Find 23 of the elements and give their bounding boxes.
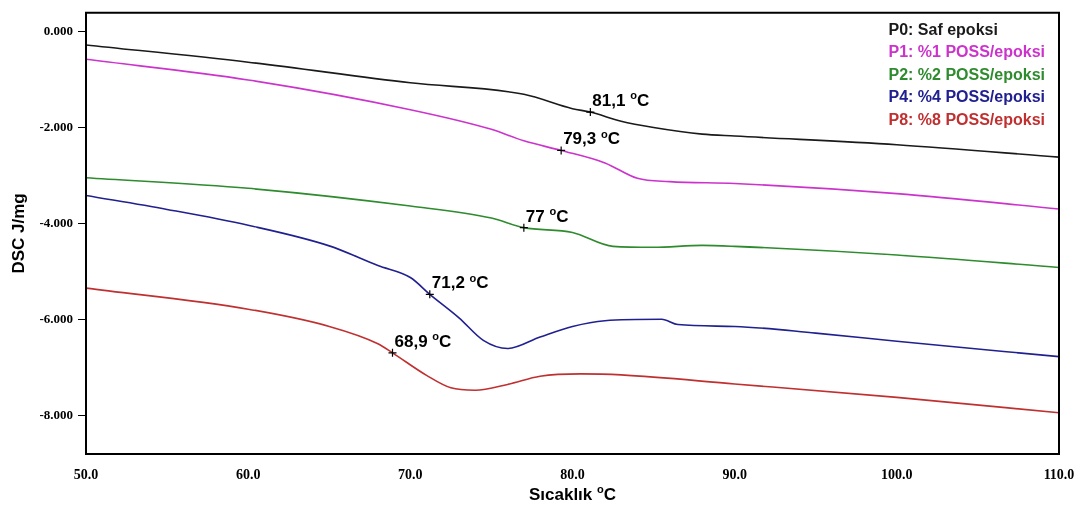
x-tick-label: 60.0 — [235, 467, 261, 483]
x-tick-label: 110.0 — [1043, 467, 1075, 483]
text: P0: Saf epoksi — [888, 20, 998, 38]
y-tick-label: -2.000 — [39, 119, 73, 135]
x-tick-label: 80.0 — [560, 467, 585, 483]
line-series — [86, 176, 1059, 269]
text: P2: %2 POSS/epoksi — [888, 65, 1046, 83]
text: P8: %8 POSS/epoksi — [888, 110, 1046, 128]
x-tick-label: 70.0 — [398, 467, 423, 483]
line-series — [86, 58, 1059, 210]
point — [585, 107, 595, 117]
x-tick-label: 100.0 — [881, 467, 913, 483]
y-tick-label: -4.000 — [39, 215, 73, 231]
y-tick-label: -8.000 — [39, 406, 73, 422]
text: P4: %4 POSS/epoksi — [888, 88, 1046, 106]
x-tick-label: 50.0 — [73, 467, 99, 483]
x-tick-label: 90.0 — [722, 467, 747, 483]
y-tick-label: 0.000 — [43, 23, 73, 39]
line-series — [86, 44, 1059, 158]
y-axis-title: DSC J/mg — [9, 193, 28, 274]
text: P1: %1 POSS/epoksi — [888, 43, 1046, 61]
y-tick-label: -6.000 — [39, 311, 73, 327]
line-series — [86, 194, 1059, 358]
